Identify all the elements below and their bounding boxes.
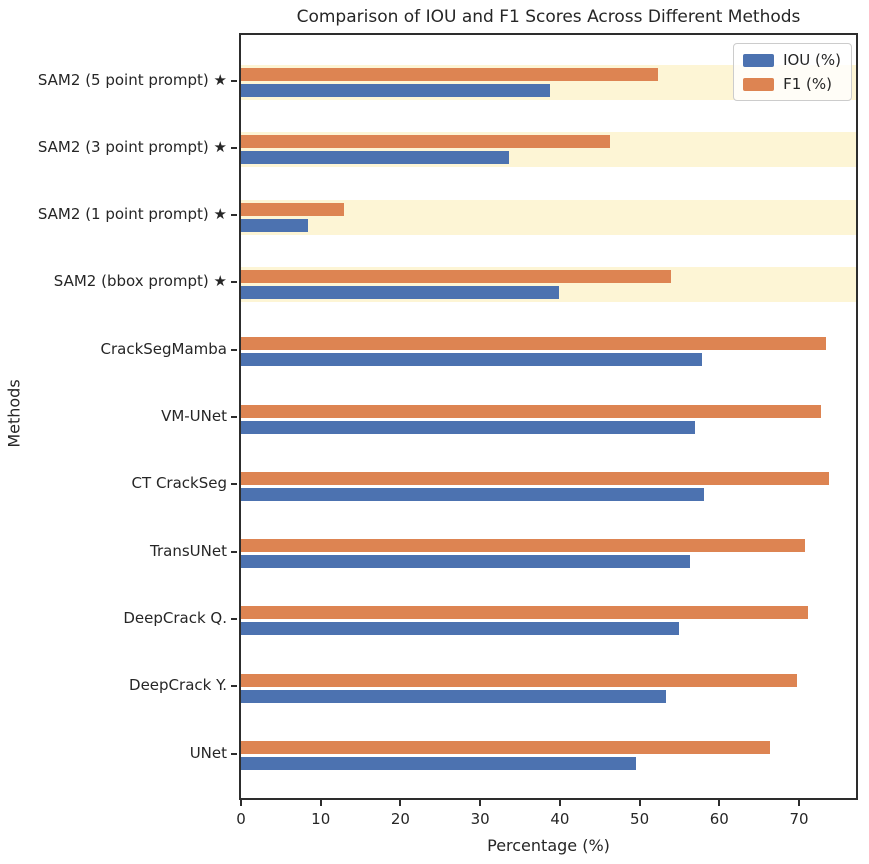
x-tick-mark: [638, 800, 641, 806]
bar-iou-0: [241, 84, 550, 97]
category-label-6: CT CrackSeg: [131, 474, 227, 493]
bar-f1-5: [241, 404, 822, 418]
bar-iou-2: [241, 218, 308, 232]
bar-iou-1: [241, 151, 509, 165]
category-label-4: CrackSegMamba: [100, 339, 228, 358]
y-tick-mark: [231, 79, 237, 82]
x-tick-mark: [319, 800, 322, 806]
x-tick-label-0: 0: [236, 810, 246, 828]
category-label-5: VM-UNet: [161, 407, 227, 425]
x-axis-label: Percentage (%): [487, 836, 610, 855]
category-label-1: SAM2 (3 point prompt) ★: [37, 137, 227, 156]
bar-iou-4: [241, 353, 702, 367]
bar-f1-7: [241, 539, 805, 553]
bar-f1-8: [241, 606, 808, 620]
bar-f1-9: [241, 673, 797, 687]
category-label-8: DeepCrack Q.: [123, 608, 227, 627]
bar-iou-8: [241, 622, 680, 636]
legend-label-iou: IOU (%): [783, 51, 841, 69]
bar-f1-10: [241, 741, 771, 754]
x-tick-mark: [479, 800, 482, 806]
x-tick-mark: [798, 800, 800, 806]
y-tick-mark: [231, 281, 237, 284]
y-tick-mark: [231, 214, 237, 217]
legend-item-iou: IOU (%): [743, 51, 841, 69]
f1-swatch-icon: [743, 77, 775, 91]
x-tick-mark: [718, 800, 721, 806]
chart-title: Comparison of IOU and F1 Scores Across D…: [296, 7, 801, 27]
legend-label-f1: F1 (%): [783, 75, 832, 93]
category-label-9: DeepCrack Y.: [129, 676, 227, 695]
x-tick-label-40: 40: [550, 810, 570, 828]
x-tick-mark: [399, 800, 402, 806]
y-tick-mark: [231, 617, 237, 620]
x-tick-label-50: 50: [630, 810, 650, 828]
bar-f1-3: [241, 269, 672, 283]
bar-iou-7: [241, 555, 690, 569]
bar-f1-0: [241, 68, 658, 81]
plot-area: IOU (%) F1 (%): [239, 33, 858, 800]
x-tick-mark: [558, 800, 561, 806]
y-tick-mark: [231, 752, 237, 755]
bar-iou-9: [241, 689, 666, 703]
x-tick-label-10: 10: [311, 810, 331, 828]
category-label-0: SAM2 (5 point prompt) ★: [37, 70, 227, 89]
bar-iou-10: [241, 757, 636, 770]
iou-swatch-icon: [743, 53, 775, 67]
bar-iou-6: [241, 487, 705, 501]
y-tick-mark: [231, 550, 237, 553]
y-tick-mark: [231, 416, 237, 418]
bar-f1-1: [241, 135, 611, 149]
bar-iou-3: [241, 285, 560, 299]
x-tick-label-30: 30: [470, 810, 490, 828]
legend: IOU (%) F1 (%): [733, 43, 852, 101]
y-tick-mark: [231, 685, 237, 688]
bar-f1-2: [241, 202, 344, 216]
legend-item-f1: F1 (%): [743, 75, 841, 93]
x-tick-label-70: 70: [789, 810, 809, 828]
category-label-2: SAM2 (1 point prompt) ★: [37, 205, 227, 224]
category-label-3: SAM2 (bbox prompt) ★: [53, 272, 227, 291]
bar-iou-5: [241, 420, 696, 434]
x-tick-label-60: 60: [709, 810, 729, 828]
x-tick-label-20: 20: [390, 810, 410, 828]
y-tick-mark: [231, 483, 237, 486]
y-tick-mark: [231, 146, 237, 149]
x-tick-mark: [240, 800, 242, 806]
bar-f1-6: [241, 471, 829, 485]
y-tick-mark: [231, 348, 237, 351]
category-label-10: UNet: [189, 743, 227, 762]
category-label-7: TransUNet: [150, 541, 227, 560]
bar-f1-4: [241, 337, 827, 351]
